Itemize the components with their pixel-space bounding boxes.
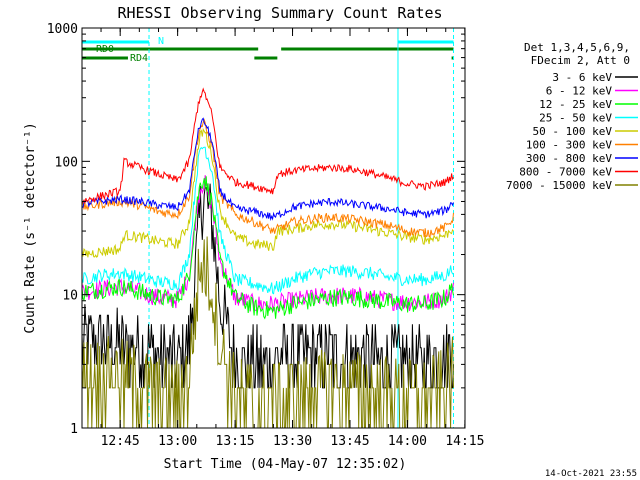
- flag-label-rd0: RD0: [96, 44, 114, 55]
- x-tick-label: 14:15: [445, 434, 484, 449]
- y-tick-label: 100: [55, 155, 78, 170]
- series-3-6-kev: [81, 183, 454, 389]
- flag-label-night: N: [158, 36, 164, 47]
- series-line: [81, 146, 454, 295]
- legend-entry-label: 100 - 300 keV: [526, 139, 612, 152]
- legend-entry-label: 25 - 50 keV: [539, 112, 612, 125]
- legend-entry-label: 12 - 25 keV: [539, 98, 612, 111]
- x-tick-label: 12:45: [101, 434, 140, 449]
- series-300-800-kev: [82, 117, 454, 222]
- legend-entry-label: 800 - 7000 keV: [519, 166, 612, 179]
- y-tick-label: 1: [70, 422, 78, 437]
- legend-entry-label: 7000 - 15000 keV: [506, 179, 612, 192]
- series-line: [81, 127, 454, 258]
- flag-bar-night: [397, 40, 454, 44]
- series-lines: [81, 87, 454, 429]
- series-line: [81, 87, 454, 204]
- series-line: [81, 183, 454, 389]
- axes: 12:45 13:00 13:15 13:30 13:45 14:00 14:15 1 10 10…: [47, 22, 485, 449]
- legend-entry-label: 300 - 800 keV: [526, 152, 612, 165]
- series-12-25-kev: [81, 176, 454, 320]
- x-tick-label: 13:15: [216, 434, 255, 449]
- series-800-7000-kev: [81, 87, 454, 204]
- series-50-100-kev: [81, 127, 454, 258]
- flag-label-rd4: RD4: [130, 53, 148, 64]
- x-tick-label: 13:45: [330, 434, 369, 449]
- series-25-50-kev: [81, 146, 454, 295]
- chart-title: RHESSI Observing Summary Count Rates: [117, 4, 442, 22]
- plot-timestamp: 14-Oct-2021 23:55: [545, 469, 637, 479]
- flag-bar-rd0: [82, 47, 259, 51]
- series-line: [82, 117, 454, 222]
- flag-bar-night: [82, 40, 150, 44]
- x-tick-label: 13:30: [273, 434, 312, 449]
- y-tick-label: 10: [62, 289, 78, 304]
- legend-entry-label: 50 - 100 keV: [533, 125, 613, 138]
- observing-flags: N RD0 RD4: [82, 36, 454, 64]
- legend: Det 1,3,4,5,6,9,FDecim 2, Att 0 3 - 6 keV…: [506, 41, 638, 192]
- x-tick-label: 14:00: [388, 434, 427, 449]
- legend-header-line: Det 1,3,4,5,6,9,: [524, 41, 630, 54]
- flag-bar-rd4: [82, 56, 128, 60]
- x-tick-label: 13:00: [158, 434, 197, 449]
- series-line: [81, 176, 454, 320]
- legend-entry-label: 3 - 6 keV: [552, 71, 612, 84]
- flag-bar-rd0: [281, 47, 454, 51]
- y-tick-label: 1000: [47, 22, 78, 37]
- y-axis-label: Count Rate (s⁻¹ detector⁻¹): [23, 122, 38, 333]
- legend-header-line: FDecim 2, Att 0: [531, 54, 630, 67]
- flag-bar-rd4: [451, 56, 454, 60]
- flag-bar-rd4: [254, 56, 278, 60]
- legend-entry-label: 6 - 12 keV: [546, 85, 613, 98]
- x-axis-label: Start Time (04-May-07 12:35:02): [164, 457, 407, 472]
